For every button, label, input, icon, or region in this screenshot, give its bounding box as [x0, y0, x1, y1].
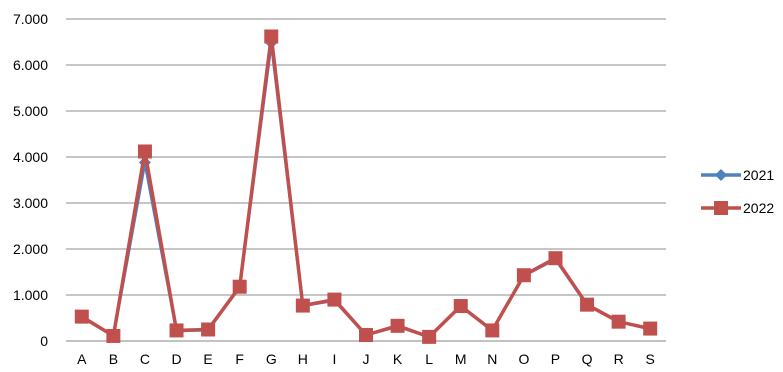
series-2022 — [74, 29, 658, 344]
x-tick-label: L — [425, 351, 433, 367]
data-point — [453, 299, 468, 314]
y-axis-tick-labels: 0 1.000 2.000 3.000 4.000 5.000 6.000 7.000 — [13, 11, 48, 349]
data-point — [232, 279, 247, 294]
data-point — [611, 314, 626, 329]
x-tick-label: K — [393, 351, 403, 367]
x-tick-label: M — [455, 351, 467, 367]
x-tick-label: O — [518, 351, 529, 367]
x-tick-label: H — [298, 351, 308, 367]
y-tick-label: 0 — [40, 333, 48, 349]
y-tick-label: 6.000 — [13, 57, 48, 73]
data-point — [548, 251, 563, 266]
x-tick-label: D — [171, 351, 181, 367]
data-point — [485, 323, 500, 338]
x-tick-label: F — [235, 351, 244, 367]
legend: 2021 2022 — [701, 167, 774, 216]
x-axis-tick-labels: A B C D E F G H I J K L M N O P Q R S — [77, 351, 655, 367]
data-point — [295, 298, 310, 313]
series-line-2021 — [81, 41, 651, 339]
data-point — [390, 318, 405, 333]
legend-marker-2021 — [715, 169, 727, 181]
x-tick-label: N — [487, 351, 497, 367]
data-point — [137, 144, 152, 159]
data-point — [422, 329, 437, 344]
x-tick-label: J — [363, 351, 370, 367]
legend-marker-2022 — [714, 201, 728, 215]
x-tick-label: E — [203, 351, 212, 367]
legend-label-2021: 2021 — [743, 167, 774, 183]
data-point — [643, 321, 658, 336]
x-tick-label: C — [140, 351, 150, 367]
data-point — [169, 323, 184, 338]
data-point — [580, 297, 595, 312]
data-point — [106, 328, 121, 343]
data-point — [74, 309, 89, 324]
data-point — [516, 268, 531, 283]
y-tick-label: 2.000 — [13, 241, 48, 257]
data-point — [264, 29, 279, 44]
y-tick-label: 4.000 — [13, 149, 48, 165]
data-point — [359, 328, 373, 343]
x-tick-label: P — [551, 351, 560, 367]
y-tick-label: 7.000 — [13, 11, 48, 27]
series-line-2022 — [80, 34, 651, 339]
y-tick-label: 3.000 — [13, 195, 48, 211]
x-tick-label: Q — [582, 351, 593, 367]
series-2021 — [75, 36, 657, 343]
gridlines — [66, 18, 666, 342]
x-tick-label: R — [614, 351, 624, 367]
x-tick-label: G — [266, 351, 277, 367]
x-tick-label: A — [77, 351, 87, 367]
x-tick-label: B — [109, 351, 118, 367]
x-tick-label: I — [332, 351, 336, 367]
series-group — [74, 29, 658, 344]
y-tick-label: 5.000 — [13, 103, 48, 119]
y-tick-label: 1.000 — [13, 287, 48, 303]
data-point — [327, 292, 342, 307]
data-point — [201, 322, 216, 337]
legend-label-2022: 2022 — [743, 200, 774, 216]
x-tick-label: S — [646, 351, 655, 367]
